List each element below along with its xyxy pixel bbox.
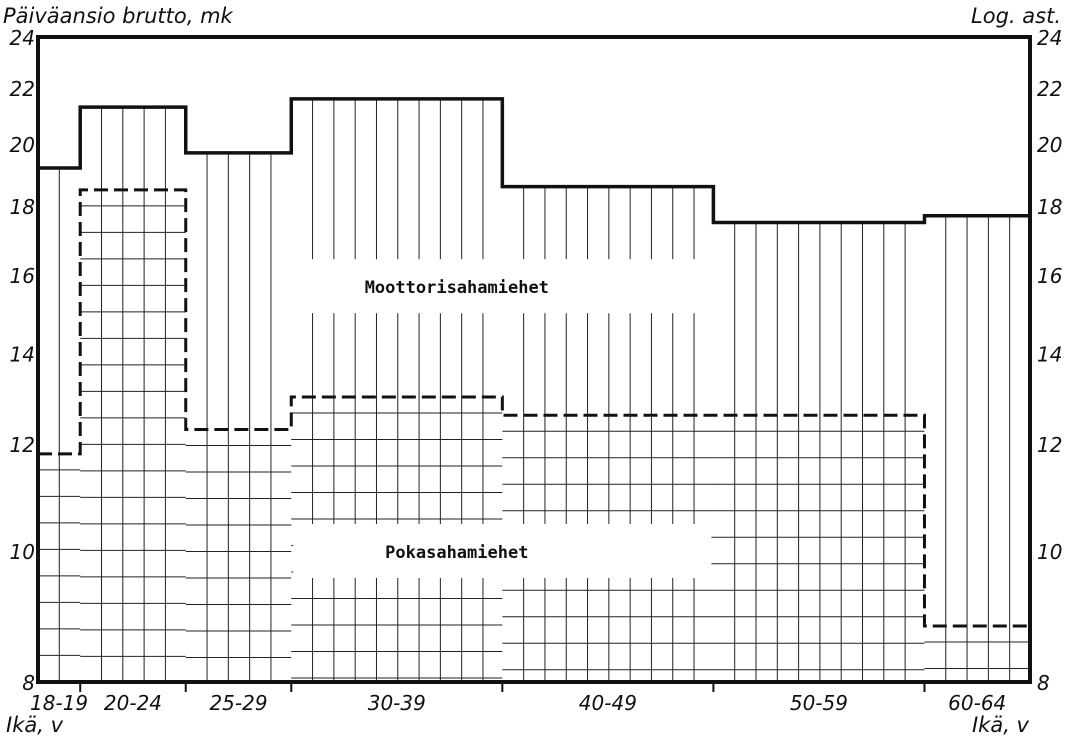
y-tick-left: 10 — [10, 540, 35, 564]
y-tick-left: 22 — [10, 77, 35, 101]
y-tick-left: 12 — [10, 433, 35, 457]
y-tick-left: 16 — [10, 264, 35, 288]
y-tick-right: 20 — [1037, 133, 1062, 157]
x-tick-label: 20-24 — [104, 691, 162, 715]
y-tick-right: 8 — [1037, 671, 1050, 695]
y-tick-left: 20 — [10, 133, 35, 157]
y-tick-left: 24 — [10, 26, 35, 50]
tick-labels: 8 8 10 10 12 12 14 14 16 16 18 18 20 20 22 22 24 24 18-19 2… — [10, 26, 1063, 715]
y-tick-right: 24 — [1037, 26, 1062, 50]
y-tick-right: 22 — [1037, 77, 1062, 101]
series-line-pokasahamiehet — [38, 188, 1030, 628]
series-labels-boxes: Moottorisahamiehet Pokasahamiehet — [293, 259, 712, 578]
y-tick-right: 16 — [1037, 264, 1062, 288]
series-label-pokasahamiehet: Pokasahamiehet — [385, 543, 528, 563]
x-tick-label: 40-49 — [579, 691, 637, 715]
y-tick-left: 14 — [10, 342, 35, 366]
y-tick-right: 18 — [1037, 195, 1062, 219]
y-axis-label-right: Log. ast. — [971, 4, 1061, 28]
y-tick-left: 8 — [22, 671, 35, 695]
series-label-box — [293, 259, 712, 314]
y-tick-right: 12 — [1037, 433, 1062, 457]
x-tick-label: 30-39 — [368, 691, 426, 715]
plot-border — [36, 35, 1032, 684]
x-axis-label-left: Ikä, v — [6, 713, 64, 737]
series-label-moottorisahamiehet: Moottorisahamiehet — [365, 278, 549, 298]
series-lines — [38, 97, 1030, 628]
x-tick-label: 50-59 — [790, 691, 848, 715]
series-label-box — [293, 523, 712, 578]
y-tick-right: 14 — [1037, 342, 1062, 366]
y-axis-label-left: Päiväansio brutto, mk — [3, 4, 233, 28]
x-tick-label: 25-29 — [209, 691, 267, 715]
x-tick-label: 60-64 — [948, 691, 1006, 715]
y-tick-right: 10 — [1037, 540, 1062, 564]
x-tick-label: 18-19 — [30, 691, 88, 715]
x-axis-label-right: Ikä, v — [971, 713, 1029, 737]
plot-frame — [36, 35, 1032, 684]
series-line-moottorisahamiehet — [38, 97, 1030, 225]
y-tick-left: 18 — [10, 195, 35, 219]
